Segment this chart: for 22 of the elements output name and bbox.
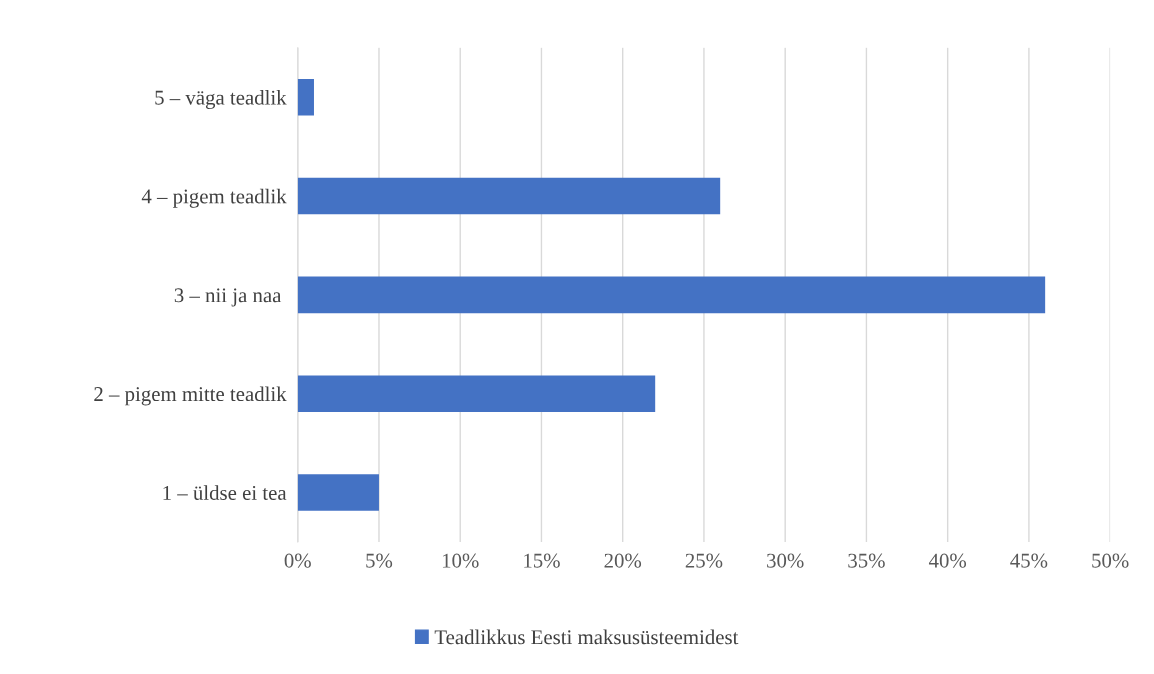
x-tick-label: 10%	[442, 553, 479, 568]
y-tick-label: 5 – väga teadlik	[155, 90, 287, 109]
bar	[297, 474, 379, 511]
x-tick-label: 35%	[848, 553, 885, 568]
legend-label: Teadlikkus Eesti maksusüsteemidest	[434, 629, 739, 645]
x-tick-label: 20%	[604, 553, 642, 568]
bar	[297, 375, 656, 412]
x-tick-label: 45%	[1010, 553, 1048, 568]
x-tick-label: 50%	[1092, 553, 1129, 568]
x-tick-label: 40%	[928, 553, 967, 568]
x-tick-label: 25%	[685, 553, 723, 568]
y-tick-label: 3 – nii ja naa	[174, 288, 282, 307]
y-tick-label: 4 – pigem teadlik	[141, 188, 287, 208]
x-tick-label: 15%	[524, 553, 560, 568]
x-tick-label: 0%	[284, 553, 311, 568]
bar	[297, 276, 1046, 314]
bar	[297, 177, 721, 215]
y-tick-label: 1 – üldse ei tea	[163, 485, 287, 500]
bar	[297, 78, 314, 116]
x-tick-label: 30%	[767, 553, 804, 568]
y-tick-label: 2 – pigem mitte teadlik	[94, 386, 287, 406]
x-tick-label: 5%	[366, 553, 393, 568]
